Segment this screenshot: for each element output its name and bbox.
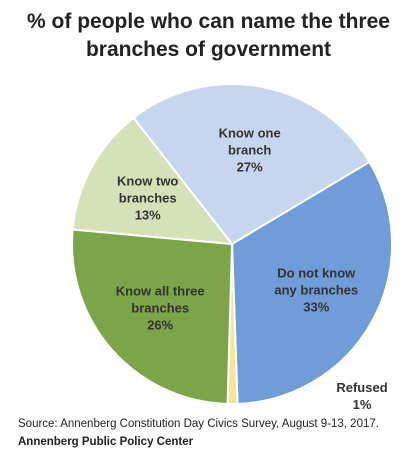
category-label: Know all three branches	[115, 283, 205, 316]
category-label: Do not know any branches	[274, 265, 359, 298]
slice-label: Do not know any branches 33%	[270, 264, 362, 315]
value-label: 13%	[134, 207, 161, 223]
value-label: 26%	[147, 317, 174, 333]
source-note: Source: Annenberg Constitution Day Civic…	[18, 418, 379, 430]
pie-slice	[71, 116, 235, 246]
category-label: Know one branch	[218, 125, 281, 158]
value-label: 33%	[303, 299, 330, 315]
credit: Annenberg Public Policy Center	[18, 436, 194, 448]
slice-label: Know two branches 13%	[102, 173, 194, 224]
category-label: Refused	[336, 380, 388, 395]
value-label: 27%	[236, 159, 263, 175]
slice-label: Know all three branches 26%	[114, 282, 206, 333]
pie-slice	[230, 160, 393, 405]
category-label: Know two branches	[117, 173, 179, 206]
chart-title: % of people who can name the three branc…	[27, 10, 390, 61]
value-label: 1%	[352, 397, 372, 412]
pie-slice	[132, 83, 371, 246]
slice-label: Know one branch 27%	[204, 124, 296, 175]
pie-slice	[71, 228, 234, 405]
slice-label: Refused 1%	[332, 379, 392, 413]
